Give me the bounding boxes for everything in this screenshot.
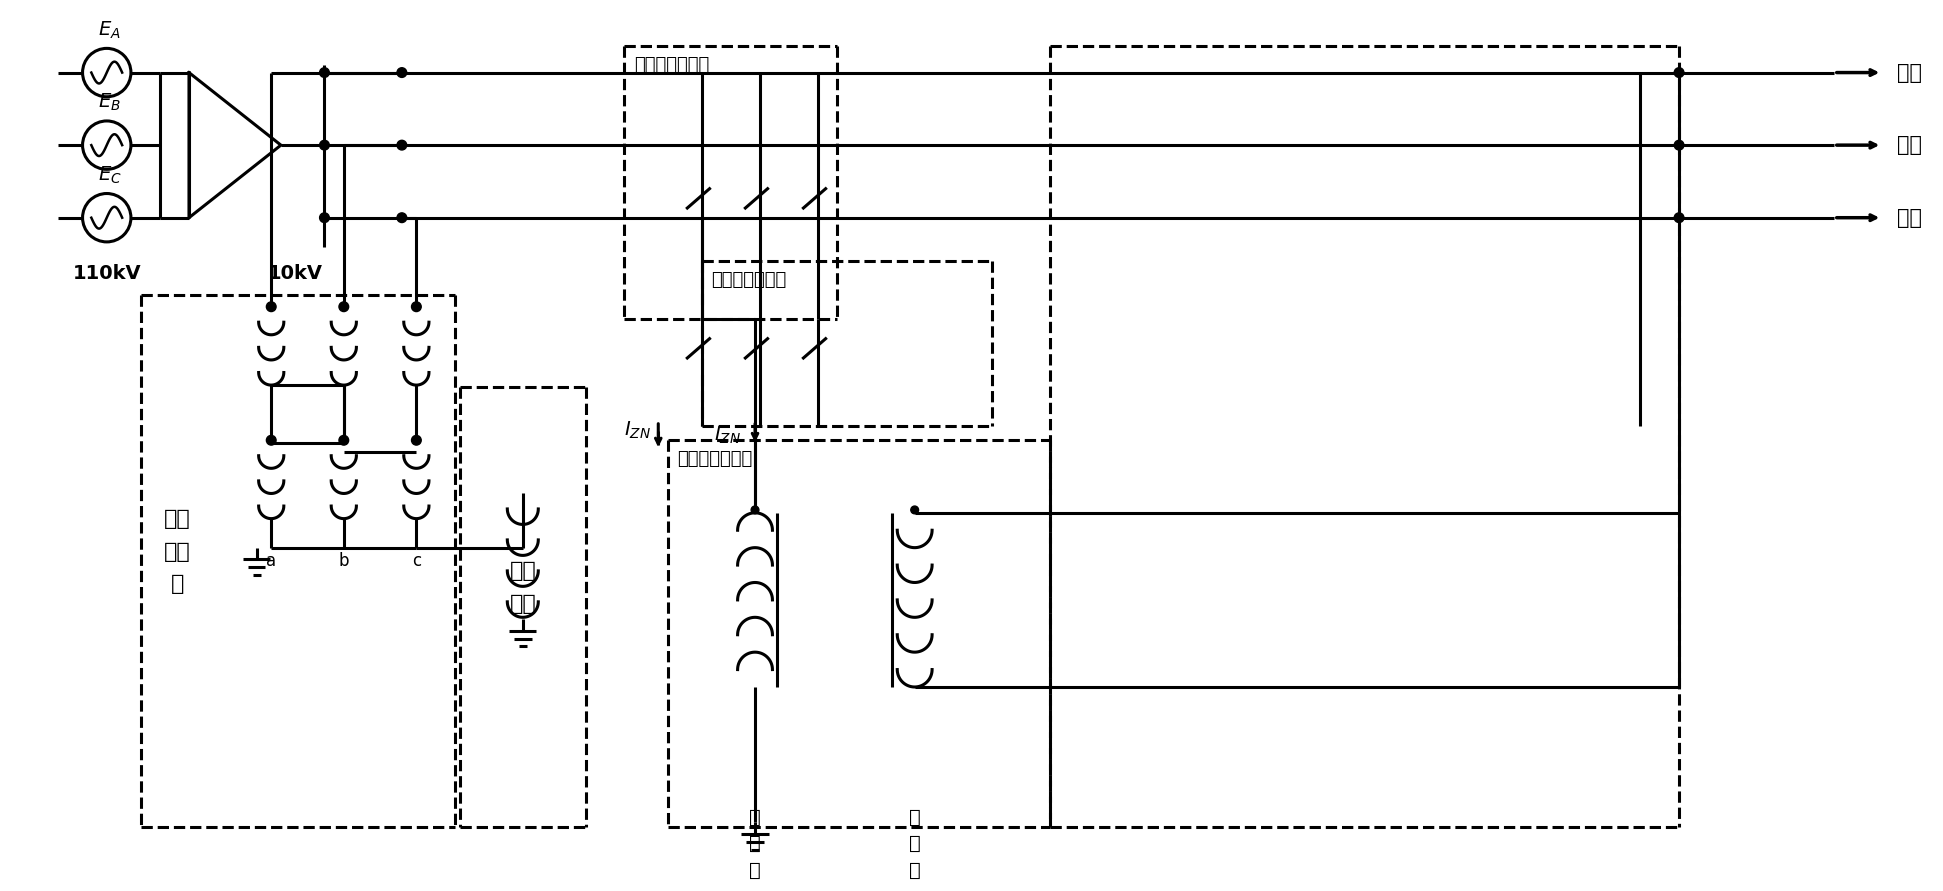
Circle shape bbox=[396, 140, 406, 150]
Circle shape bbox=[412, 436, 422, 446]
Text: 消弧
线圈: 消弧 线圈 bbox=[509, 561, 536, 614]
Circle shape bbox=[396, 68, 406, 78]
Text: 110kV: 110kV bbox=[72, 264, 142, 283]
Text: 一
次
侧: 一 次 侧 bbox=[909, 808, 921, 880]
Text: 第二组选相开关: 第二组选相开关 bbox=[711, 271, 787, 289]
Text: $I_{ZN}$: $I_{ZN}$ bbox=[713, 425, 740, 446]
Text: 10kV: 10kV bbox=[268, 264, 323, 283]
Text: $E_B$: $E_B$ bbox=[99, 92, 120, 113]
Text: a: a bbox=[266, 552, 276, 570]
Circle shape bbox=[338, 436, 348, 446]
Circle shape bbox=[319, 68, 328, 78]
Circle shape bbox=[1675, 68, 1685, 78]
Circle shape bbox=[412, 302, 422, 312]
Circle shape bbox=[266, 436, 276, 446]
Text: 负载: 负载 bbox=[1896, 135, 1922, 155]
Circle shape bbox=[752, 506, 760, 514]
Circle shape bbox=[266, 302, 276, 312]
Circle shape bbox=[338, 302, 348, 312]
Text: 第一组选相开关: 第一组选相开关 bbox=[633, 56, 709, 74]
Text: c: c bbox=[412, 552, 422, 570]
Text: 负载: 负载 bbox=[1896, 62, 1922, 83]
Circle shape bbox=[1675, 140, 1685, 150]
Text: $I_{ZN}$: $I_{ZN}$ bbox=[624, 420, 651, 441]
Text: b: b bbox=[338, 552, 350, 570]
Circle shape bbox=[1675, 213, 1685, 223]
Circle shape bbox=[911, 506, 919, 514]
Circle shape bbox=[319, 140, 328, 150]
Text: $E_C$: $E_C$ bbox=[97, 165, 122, 186]
Circle shape bbox=[319, 213, 328, 223]
Text: $E_A$: $E_A$ bbox=[99, 20, 120, 41]
Text: 单相隔离变压器: 单相隔离变压器 bbox=[678, 450, 752, 468]
Text: 接地
变压
器: 接地 变压 器 bbox=[163, 509, 190, 594]
Circle shape bbox=[396, 213, 406, 223]
Text: 负载: 负载 bbox=[1896, 208, 1922, 228]
Text: 二
次
侧: 二 次 侧 bbox=[750, 808, 762, 880]
